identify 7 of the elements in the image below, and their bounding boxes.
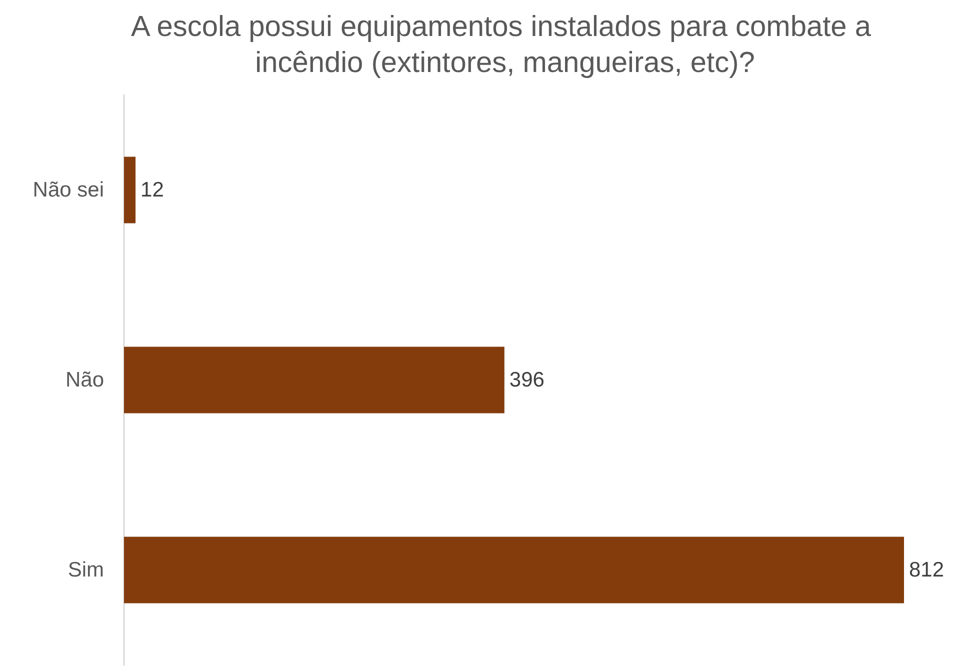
y-tick-label: Não sei bbox=[32, 178, 104, 202]
data-label: 396 bbox=[509, 368, 544, 392]
y-tick-label: Não bbox=[65, 368, 104, 392]
chart-title: A escola possui equipamentos instalados para combate a incêndio (extintores, mangueiras, etc)? bbox=[130, 11, 880, 79]
data-label: 812 bbox=[909, 558, 944, 582]
y-tick-label: Sim bbox=[68, 558, 104, 582]
data-label: 12 bbox=[140, 178, 164, 202]
